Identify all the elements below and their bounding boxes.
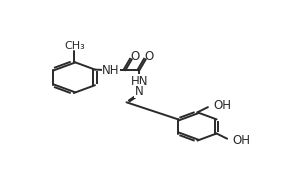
Text: CH₃: CH₃ <box>65 41 85 51</box>
Text: OH: OH <box>232 134 250 147</box>
Text: O: O <box>130 50 139 63</box>
Text: N: N <box>135 85 144 98</box>
Text: NH: NH <box>102 64 119 77</box>
Text: HN: HN <box>131 75 148 88</box>
Text: OH: OH <box>213 99 231 112</box>
Text: O: O <box>144 50 153 63</box>
